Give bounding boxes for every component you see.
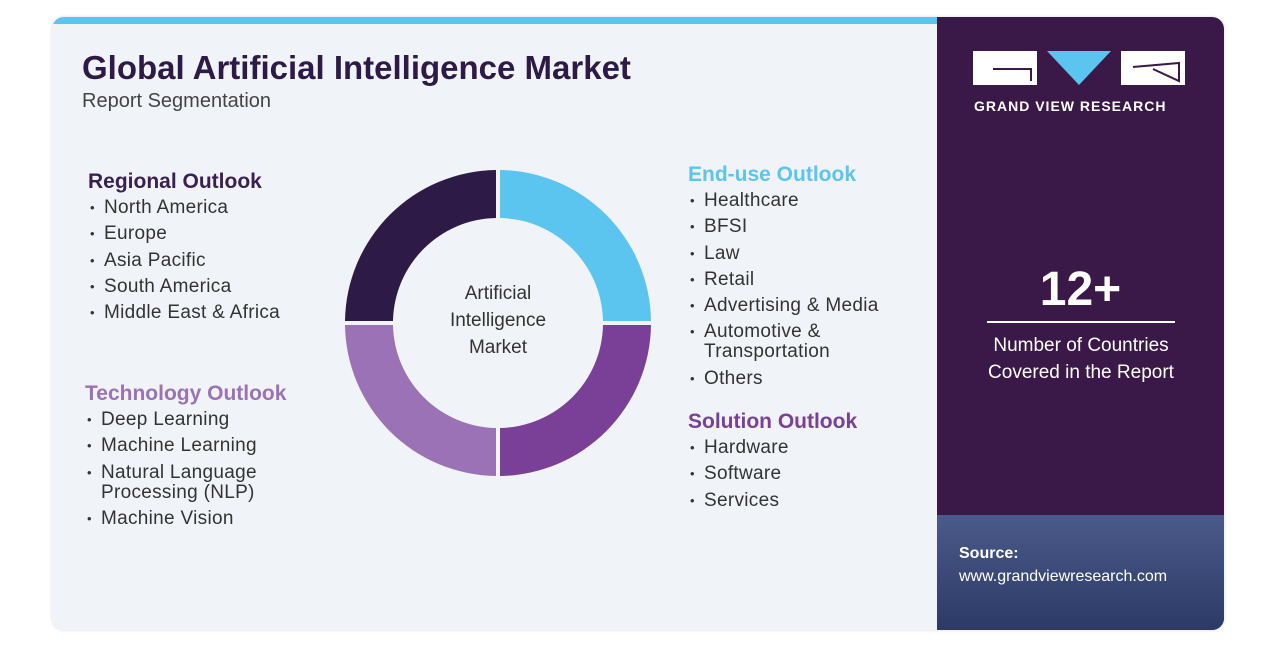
segment-item: Middle East & Africa (88, 303, 280, 324)
segment-item: Law (688, 243, 879, 264)
segment-list: Hardware Software Services (688, 438, 857, 511)
side-panel: GRAND VIEW RESEARCH 12+ Number of Countr… (937, 17, 1224, 630)
segment-item: Advertising & Media (688, 296, 879, 317)
donut-segment (500, 325, 651, 476)
top-bar (52, 17, 937, 24)
donut: Artificial Intelligence Market (345, 170, 651, 476)
segment-list: Healthcare BFSI Law Retail Advertising & Med… (688, 191, 879, 389)
segment-title: Solution Outlook (688, 410, 858, 433)
segment-item: Natural Language Processing (NLP) (85, 462, 276, 503)
segment-title: Technology Outlook (85, 382, 287, 405)
segment: Regional Outlook North America Europe Asia … (88, 170, 280, 329)
source-url: www.grandviewresearch.com (959, 568, 1168, 585)
card: Global Artificial Intelligence Market Re… (52, 17, 1224, 630)
segment-item: Automotive & Transportation (688, 322, 879, 362)
segment-item: Machine Learning (85, 436, 286, 457)
brand: GRAND VIEW RESEARCH (974, 98, 1167, 114)
segment: End-use Outlook Healthcare BFSI Law Retail Ad… (688, 163, 879, 395)
segment-item: Deep Learning (85, 410, 286, 431)
segment-item: Hardware (688, 438, 857, 459)
divider (987, 321, 1175, 323)
segment-item: Healthcare (688, 191, 879, 212)
segment-item: BFSI (688, 217, 879, 238)
segment-item: Asia Pacific (88, 250, 280, 271)
stat-label: Number of Countries Covered in the Repor… (988, 335, 1174, 383)
segment-item: South America (88, 276, 280, 297)
segment-item: Europe (88, 224, 280, 245)
segment-list: Deep Learning Machine Learning Natural Lan… (85, 410, 286, 529)
segment-item: Machine Vision (85, 508, 286, 529)
donut-segment (345, 170, 496, 321)
title: Global Artificial Intelligence Market (82, 49, 631, 86)
center-label: Intelligence (450, 310, 546, 331)
center-label: Artificial (465, 283, 532, 304)
segment-title: End-use Outlook (688, 163, 856, 186)
segment-title: Regional Outlook (88, 170, 262, 193)
segment-item: Others (688, 368, 879, 389)
segment-item: Software (688, 464, 857, 485)
segment-item: Retail (688, 269, 879, 290)
segment: Technology Outlook Deep Learning Machine L… (85, 382, 286, 535)
source-label: Source: (959, 545, 1019, 562)
stat-value: 12+ (1039, 263, 1122, 316)
segment-list: North America Europe Asia Pacific South Ame… (88, 198, 280, 324)
logo (973, 51, 1185, 85)
center-label: Market (469, 337, 528, 358)
donut-segment (500, 170, 651, 321)
subtitle: Report Segmentation (82, 90, 272, 112)
donut-segment (345, 325, 496, 476)
source-panel: Source: www.grandviewresearch.com (937, 515, 1224, 630)
segment-item: North America (88, 198, 280, 219)
segment-item: Services (688, 490, 857, 511)
segment: Solution Outlook Hardware Software Services (688, 410, 857, 517)
